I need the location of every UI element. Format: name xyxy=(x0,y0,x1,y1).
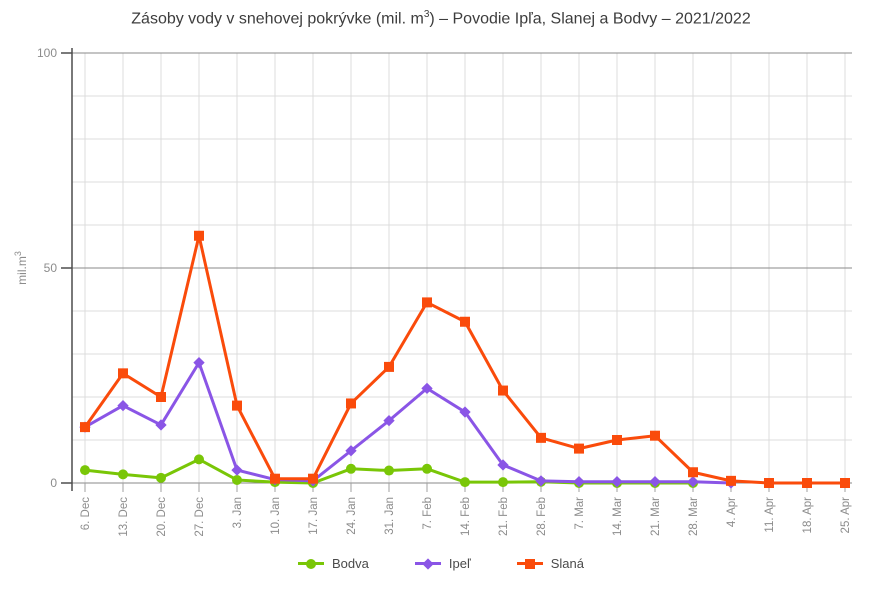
data-point-ipel[interactable] xyxy=(383,414,395,427)
data-point-slana[interactable] xyxy=(118,368,128,379)
data-point-slana[interactable] xyxy=(384,361,394,372)
x-axis-label: 6. Dec xyxy=(80,497,92,530)
data-point-slana[interactable] xyxy=(422,297,432,308)
grid-horizontal-minor xyxy=(72,95,852,441)
legend-marker-circle-icon xyxy=(298,558,324,569)
data-point-slana[interactable] xyxy=(308,473,318,484)
chart-title-suffix: ) – Povodie Ipľa, Slanej a Bodvy – 2021/… xyxy=(429,10,751,28)
data-point-slana[interactable] xyxy=(346,398,356,409)
data-point-slana[interactable] xyxy=(232,400,242,411)
chart-title: Zásoby vody v snehovej pokrývke (mil. m3… xyxy=(0,9,882,28)
legend-marker-diamond-icon xyxy=(414,557,441,570)
x-axis-label: 21. Mar xyxy=(650,497,662,536)
data-point-slana[interactable] xyxy=(498,385,508,396)
data-point-bodva[interactable] xyxy=(80,465,90,476)
data-point-ipel[interactable] xyxy=(611,476,623,488)
x-axis-label: 31. Jan xyxy=(384,497,396,535)
data-point-slana[interactable] xyxy=(80,422,90,433)
x-axis-label: 10. Jan xyxy=(270,497,282,535)
data-point-ipel[interactable] xyxy=(535,475,547,487)
chart-title-superscript: 3 xyxy=(423,9,430,20)
x-axis-label: 27. Dec xyxy=(194,497,206,537)
series-line-ipel xyxy=(83,361,733,485)
x-axis-label: 7. Feb xyxy=(422,497,434,530)
data-point-slana[interactable] xyxy=(688,467,698,478)
y-axis: 0 50 100 xyxy=(37,46,73,491)
x-axis-label: 14. Feb xyxy=(460,497,472,536)
chart-title-prefix: Zásoby vody v snehovej pokrývke (mil. m xyxy=(131,10,424,28)
x-axis-label: 17. Jan xyxy=(308,497,320,535)
data-point-ipel[interactable] xyxy=(573,476,585,488)
legend-label: Ipeľ xyxy=(448,556,471,571)
x-axis-label: 28. Mar xyxy=(688,497,700,536)
legend-item-ipel[interactable]: Ipeľ xyxy=(414,556,471,571)
data-point-bodva[interactable] xyxy=(498,477,508,488)
data-point-slana[interactable] xyxy=(460,316,470,327)
data-point-slana[interactable] xyxy=(612,435,622,445)
data-point-ipel[interactable] xyxy=(421,382,433,395)
y-axis-label: 50 xyxy=(44,261,58,275)
x-axis-label: 14. Mar xyxy=(612,497,624,536)
data-point-slana[interactable] xyxy=(156,392,166,402)
grid-horizontal-major xyxy=(72,52,852,484)
x-axis-label: 20. Dec xyxy=(156,497,168,537)
x-axis-label: 11. Apr xyxy=(764,497,776,533)
data-point-ipel[interactable] xyxy=(497,459,509,471)
y-axis-title: mil.m3 xyxy=(13,251,29,285)
data-point-bodva[interactable] xyxy=(232,474,242,485)
data-point-bodva[interactable] xyxy=(422,463,432,474)
y-axis-label: 100 xyxy=(37,46,57,60)
data-point-slana[interactable] xyxy=(650,430,660,441)
legend-item-slana[interactable]: Slaná xyxy=(516,556,584,571)
data-point-slana[interactable] xyxy=(726,475,736,486)
x-axis-label: 4. Apr xyxy=(726,497,738,527)
x-axis-label: 3. Jan xyxy=(232,497,244,528)
data-point-bodva[interactable] xyxy=(194,454,204,465)
data-point-slana[interactable] xyxy=(764,478,774,488)
data-point-ipel[interactable] xyxy=(345,445,357,457)
data-point-bodva[interactable] xyxy=(384,465,394,476)
legend-marker-square-icon xyxy=(516,558,543,569)
data-point-slana[interactable] xyxy=(574,443,584,454)
x-axis-label: 13. Dec xyxy=(118,497,130,537)
data-point-slana[interactable] xyxy=(802,478,812,488)
data-point-ipel[interactable] xyxy=(231,464,243,476)
legend-item-bodva[interactable]: Bodva xyxy=(298,556,369,571)
data-point-slana[interactable] xyxy=(194,230,204,241)
x-axis-label: 28. Feb xyxy=(536,497,548,536)
data-point-ipel[interactable] xyxy=(687,476,699,488)
data-point-ipel[interactable] xyxy=(459,406,471,418)
x-axis-label: 25. Apr xyxy=(840,497,852,534)
data-point-slana[interactable] xyxy=(536,432,546,443)
diamond-marker-icon xyxy=(422,557,434,570)
x-axis-label: 24. Jan xyxy=(346,497,358,535)
x-axis-label: 21. Feb xyxy=(498,497,510,536)
series-slana xyxy=(80,230,850,488)
data-point-slana[interactable] xyxy=(270,473,280,484)
x-axis-label: 7. Mar xyxy=(574,497,586,530)
data-point-ipel[interactable] xyxy=(155,419,167,431)
data-point-bodva[interactable] xyxy=(118,469,128,480)
data-point-bodva[interactable] xyxy=(346,463,356,474)
circle-marker-icon xyxy=(306,558,316,569)
legend-label: Bodva xyxy=(332,556,369,571)
data-point-bodva[interactable] xyxy=(460,477,470,488)
square-marker-icon xyxy=(524,558,535,569)
x-axis: 6. Dec 13. Dec 20. Dec 27. Dec 3. Jan 10. Jan… xyxy=(80,483,852,537)
data-point-ipel[interactable] xyxy=(193,356,205,369)
data-point-slana[interactable] xyxy=(840,478,850,488)
data-point-ipel[interactable] xyxy=(649,476,661,488)
legend-label: Slaná xyxy=(550,556,584,571)
chart-canvas: 0 50 100 mil.m3 6. Dec 13. Dec 20. Dec 27. Dec 3… xyxy=(13,46,852,537)
data-point-bodva[interactable] xyxy=(156,472,166,483)
y-axis-label: 0 xyxy=(50,476,57,490)
x-axis-label: 18. Apr xyxy=(802,497,814,534)
chart-legend: Bodva Ipeľ Slaná xyxy=(0,556,882,571)
